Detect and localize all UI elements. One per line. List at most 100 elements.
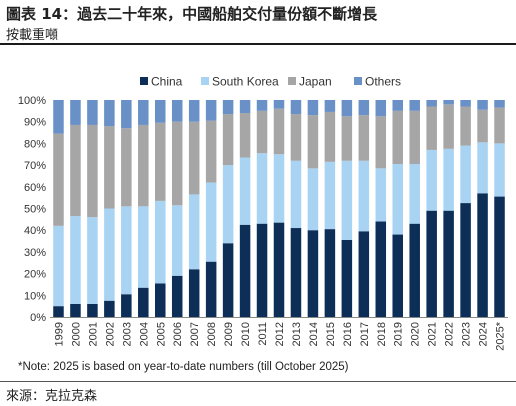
x-tick-label: 2023 — [461, 322, 473, 346]
y-tick-label: 0% — [30, 312, 46, 324]
bar-others-2007 — [188, 100, 200, 122]
bar-south-korea-2014 — [307, 168, 319, 231]
footer-divider — [0, 381, 516, 382]
bar-japan-2011 — [256, 110, 268, 154]
bar-japan-2010 — [239, 113, 251, 158]
x-tick-label: 1999 — [53, 322, 65, 346]
bar-japan-2009 — [222, 114, 234, 166]
bar-china-2012 — [273, 222, 285, 317]
bar-japan-2012 — [273, 108, 285, 155]
x-tick-label: 2002 — [104, 322, 116, 346]
bar-china-2003 — [121, 294, 132, 317]
bar-south-korea-2001 — [87, 217, 98, 304]
bar-japan-2021 — [426, 106, 437, 150]
y-tick-label: 20% — [24, 269, 46, 281]
footnote: *Note: 2025 is based on year-to-date num… — [18, 361, 349, 373]
bar-japan-2022 — [443, 104, 454, 149]
header-divider — [0, 43, 516, 45]
bar-others-2008 — [205, 100, 217, 121]
bar-others-2017 — [358, 100, 370, 116]
bar-japan-2014 — [307, 115, 319, 169]
chart-title: 圖表 14：過去二十年來，中國船舶交付量份額不斷增長 — [6, 5, 378, 23]
bar-south-korea-2010 — [239, 157, 251, 225]
bar-others-2005 — [155, 100, 166, 123]
y-tick-label: 30% — [24, 247, 46, 259]
y-axis: 0% 10% 20% 30% 40% 50% 60% 70% 80% 90% 100% — [18, 95, 46, 324]
x-tick-label: 2010 — [240, 322, 252, 346]
x-tick-label: 2012 — [274, 322, 286, 346]
bar-china-2016 — [341, 239, 353, 317]
x-tick-label: 2025* — [495, 321, 507, 350]
x-tick-label: 2013 — [291, 322, 303, 346]
bar-japan-2017 — [358, 115, 370, 161]
bar-south-korea-1999 — [53, 225, 64, 307]
x-tick-label: 2021 — [427, 322, 439, 346]
y-tick-label: 80% — [24, 138, 46, 150]
bar-china-2019 — [392, 234, 403, 317]
bar-others-2002 — [104, 100, 115, 127]
legend-label-others: Others — [365, 75, 401, 89]
bar-others-2018 — [375, 100, 387, 117]
bar-japan-2025 — [494, 107, 505, 144]
bar-japan-2015 — [324, 111, 336, 162]
legend-swatch-china — [140, 77, 148, 85]
bar-china-2001 — [87, 303, 98, 317]
bar-others-2004 — [138, 100, 149, 125]
bar-china-2018 — [375, 221, 387, 317]
bar-china-2006 — [171, 275, 183, 317]
bar-others-2020 — [409, 100, 420, 111]
x-tick-label: 2017 — [359, 322, 371, 346]
bar-south-korea-2007 — [188, 194, 200, 270]
bar-south-korea-2002 — [104, 208, 115, 301]
bar-china-2025 — [494, 196, 505, 317]
bar-others-2011 — [256, 100, 268, 111]
bar-others-2015 — [324, 100, 336, 112]
x-tick-label: 2014 — [308, 322, 320, 346]
bar-others-2000 — [70, 100, 81, 125]
bar-others-2024 — [477, 100, 488, 110]
bar-south-korea-2013 — [290, 160, 302, 229]
x-tick-label: 2011 — [257, 322, 269, 346]
x-tick-label: 2001 — [87, 322, 99, 346]
x-tick-label: 2015 — [325, 322, 337, 346]
bar-others-2003 — [121, 100, 132, 129]
bar-japan-2016 — [341, 116, 353, 161]
bar-japan-2002 — [104, 126, 115, 209]
bar-china-2013 — [290, 228, 302, 317]
bar-south-korea-2020 — [409, 164, 420, 224]
bar-china-2011 — [256, 223, 268, 317]
bar-others-2023 — [460, 100, 471, 107]
bar-others-2009 — [222, 100, 234, 115]
x-axis: 1999 2000 2001 2002 2003 2004 2005 2006 2007 2008… — [50, 317, 508, 351]
x-tick-label: 2003 — [121, 322, 133, 346]
bar-china-2010 — [239, 224, 251, 317]
bar-china-2020 — [409, 223, 420, 317]
bar-south-korea-2000 — [70, 216, 81, 304]
bar-china-2004 — [138, 287, 149, 317]
bar-japan-2018 — [375, 116, 387, 169]
stacked-bar-chart: China South Korea Japan Others 0% 10% 20% 30% 4… — [18, 75, 508, 351]
y-tick-label: 70% — [24, 160, 46, 172]
x-tick-label: 2006 — [172, 322, 184, 346]
source-label: 來源：克拉克森 — [6, 389, 98, 404]
bar-others-2025 — [494, 100, 505, 108]
bar-china-2023 — [460, 203, 471, 317]
x-tick-label: 2018 — [376, 322, 388, 346]
bar-japan-2023 — [460, 106, 471, 146]
legend-label-south-korea: South Korea — [212, 75, 279, 89]
bar-japan-2024 — [477, 109, 488, 143]
bar-japan-2005 — [155, 122, 166, 201]
bar-japan-2020 — [409, 110, 420, 165]
bar-china-2008 — [205, 261, 217, 317]
bar-china-2014 — [307, 230, 319, 317]
x-tick-label: 2004 — [138, 322, 150, 346]
bar-south-korea-2017 — [358, 160, 370, 232]
bar-south-korea-2018 — [375, 168, 387, 222]
bar-china-2024 — [477, 193, 488, 317]
bar-others-2016 — [341, 100, 353, 117]
y-tick-label: 90% — [24, 117, 46, 129]
bar-others-2019 — [392, 100, 403, 111]
bar-south-korea-2011 — [256, 153, 268, 224]
x-tick-label: 2019 — [393, 322, 405, 346]
bar-south-korea-2016 — [341, 160, 353, 240]
